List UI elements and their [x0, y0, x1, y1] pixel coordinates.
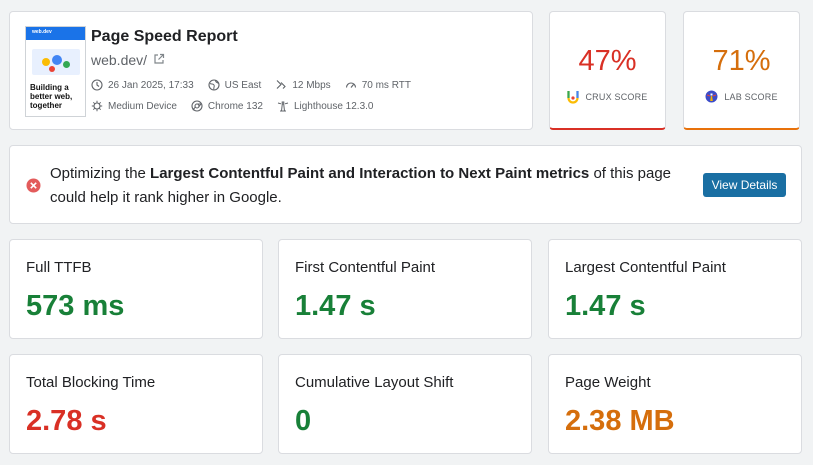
- cpu-icon: [91, 100, 103, 112]
- lab-score-value: 71%: [712, 45, 771, 77]
- bandwidth-icon: [276, 80, 287, 89]
- lab-score-label-row: LAB SCORE: [684, 90, 799, 103]
- metric-label: Largest Contentful Paint: [565, 259, 726, 276]
- chrome-icon: [191, 100, 203, 112]
- metric-card-largest-contentful-paint[interactable]: Largest Contentful Paint 1.47 s: [548, 239, 802, 339]
- lighthouse-icon: [277, 101, 289, 112]
- meta-device: Medium Device: [91, 100, 177, 112]
- metric-card-page-weight[interactable]: Page Weight 2.38 MB: [548, 354, 802, 454]
- external-link-icon[interactable]: [153, 52, 165, 68]
- test-meta-row-1: 26 Jan 2025, 17:33 US East 12 Mbps 70 ms…: [91, 79, 425, 91]
- crux-logo-icon: [567, 91, 580, 104]
- meta-bandwidth: 12 Mbps: [275, 79, 331, 91]
- page-title: Page Speed Report: [91, 28, 238, 45]
- alert-message-highlight: Largest Contentful Paint and Interaction…: [150, 165, 590, 182]
- thumbnail-bar-text: web.dev: [32, 29, 52, 35]
- metric-value: 2.78 s: [26, 405, 107, 437]
- metric-value: 0: [295, 405, 312, 437]
- metric-value: 573 ms: [26, 290, 125, 322]
- page-url-link[interactable]: web.dev/: [91, 52, 165, 68]
- metric-card-first-contentful-paint[interactable]: First Contentful Paint 1.47 s: [278, 239, 532, 339]
- test-meta-row-2: Medium Device Chrome 132 Lighthouse 12.3…: [91, 100, 387, 112]
- metric-card-full-ttfb[interactable]: Full TTFB 573 ms: [9, 239, 263, 339]
- lighthouse-logo-icon: [705, 90, 718, 103]
- thumbnail-headline: Building a better web, together: [30, 83, 73, 110]
- metric-label: Page Weight: [565, 374, 651, 391]
- clock-icon: [91, 79, 103, 91]
- crux-score-card[interactable]: 47% CRUX SCORE: [549, 11, 666, 130]
- crux-score-value: 47%: [578, 45, 637, 77]
- metric-card-total-blocking-time[interactable]: Total Blocking Time 2.78 s: [9, 354, 263, 454]
- error-icon: [26, 178, 41, 198]
- view-details-button[interactable]: View Details: [703, 173, 786, 197]
- meta-rtt: 70 ms RTT: [345, 79, 411, 91]
- meta-location: US East: [208, 79, 261, 91]
- alert-message: Optimizing the Largest Contentful Paint …: [50, 165, 672, 206]
- page-url-text: web.dev/: [91, 52, 148, 68]
- meta-browser: Chrome 132: [191, 100, 263, 112]
- metric-label: Total Blocking Time: [26, 374, 156, 391]
- crux-score-label-row: CRUX SCORE: [550, 90, 665, 104]
- metric-value: 1.47 s: [565, 290, 646, 322]
- lab-score-card[interactable]: 71% LAB SCORE: [683, 11, 800, 130]
- metric-label: Cumulative Layout Shift: [295, 374, 454, 391]
- meta-date: 26 Jan 2025, 17:33: [91, 79, 194, 91]
- gauge-icon: [345, 82, 356, 88]
- metric-label: First Contentful Paint: [295, 259, 436, 276]
- seo-alert-banner: Optimizing the Largest Contentful Paint …: [9, 145, 802, 224]
- metric-card-cumulative-layout-shift[interactable]: Cumulative Layout Shift 0: [278, 354, 532, 454]
- thumbnail-hero-image: [32, 49, 80, 75]
- report-header-card: web.dev Building a better web, together …: [9, 11, 533, 130]
- metric-label: Full TTFB: [26, 259, 92, 276]
- meta-lighthouse: Lighthouse 12.3.0: [277, 100, 373, 112]
- page-thumbnail[interactable]: web.dev Building a better web, together: [25, 26, 86, 117]
- metric-value: 1.47 s: [295, 290, 376, 322]
- thumbnail-top-bar: [26, 27, 85, 40]
- metric-value: 2.38 MB: [565, 405, 675, 437]
- globe-icon: [208, 79, 220, 91]
